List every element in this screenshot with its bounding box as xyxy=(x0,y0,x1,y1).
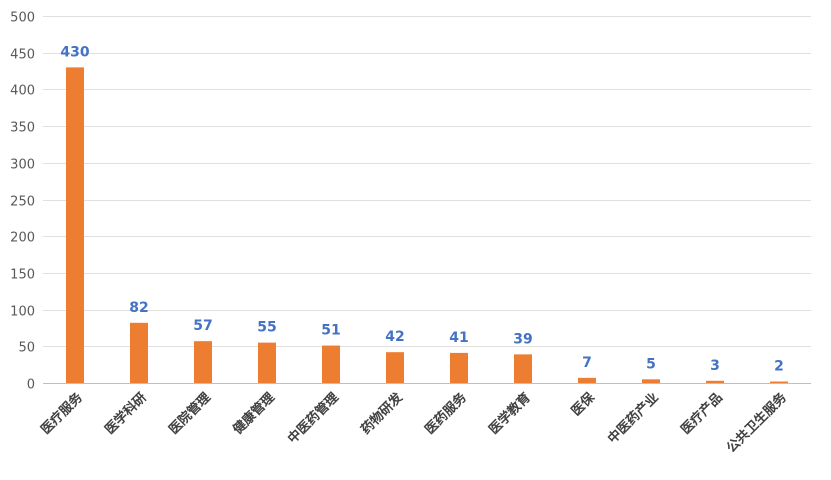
x-tick-label: 公共卫生服务 xyxy=(723,389,790,456)
data-label: 430 xyxy=(60,44,89,60)
y-tick-label: 0 xyxy=(27,378,35,393)
y-tick-label: 500 xyxy=(10,11,35,26)
x-tick-label: 医学教育 xyxy=(486,390,534,438)
bar xyxy=(194,341,212,383)
x-tick-label: 医保 xyxy=(568,389,598,419)
data-label: 55 xyxy=(257,320,276,336)
gridlines xyxy=(43,16,811,384)
bar xyxy=(450,352,468,383)
data-labels: 430 82 57 55 51 42 41 39 7 5 3 2 xyxy=(60,44,783,374)
bar xyxy=(386,352,404,383)
y-tick-label: 450 xyxy=(10,48,35,63)
x-tick-label: 医疗产品 xyxy=(678,390,726,438)
data-label: 82 xyxy=(129,300,148,316)
bar xyxy=(642,379,660,383)
x-tick-label: 药物研发 xyxy=(358,389,407,438)
y-tick-label: 400 xyxy=(10,84,35,99)
data-label: 57 xyxy=(193,318,212,334)
data-label: 2 xyxy=(774,359,784,375)
x-tick-label: 健康管理 xyxy=(230,390,278,438)
bar xyxy=(322,345,340,383)
x-tick-label: 医院管理 xyxy=(166,390,214,438)
data-label: 3 xyxy=(710,358,720,374)
bars xyxy=(66,67,788,383)
x-tick-label: 中医药管理 xyxy=(285,390,342,447)
data-label: 42 xyxy=(385,329,404,345)
y-tick-label: 350 xyxy=(10,121,35,136)
x-tick-label: 中医药产业 xyxy=(605,390,662,447)
bar xyxy=(258,342,276,383)
bar xyxy=(130,322,148,383)
y-tick-label: 250 xyxy=(10,195,35,210)
bar xyxy=(770,381,788,383)
x-axis-labels: 医疗服务 医学科研 医院管理 健康管理 中医药管理 药物研发 医药服务 医学教育 医保 中医药产业… xyxy=(38,389,791,456)
bar xyxy=(514,354,532,383)
bar xyxy=(706,380,724,383)
y-tick-label: 200 xyxy=(10,231,35,246)
data-label: 39 xyxy=(513,331,532,347)
x-tick-label: 医学科研 xyxy=(102,390,150,438)
data-label: 5 xyxy=(646,356,656,372)
y-axis-ticks: 0 50 100 150 200 250 300 350 400 450 500 xyxy=(10,11,35,393)
bar xyxy=(578,377,596,383)
x-tick-label: 医疗服务 xyxy=(38,389,87,438)
data-label: 7 xyxy=(582,355,592,371)
x-tick-label: 医药服务 xyxy=(422,389,471,438)
data-label: 51 xyxy=(321,323,340,339)
y-tick-label: 100 xyxy=(10,305,35,320)
data-label: 41 xyxy=(449,330,468,346)
y-tick-label: 50 xyxy=(18,341,35,356)
bar xyxy=(66,67,84,383)
y-tick-label: 150 xyxy=(10,268,35,283)
y-tick-label: 300 xyxy=(10,158,35,173)
